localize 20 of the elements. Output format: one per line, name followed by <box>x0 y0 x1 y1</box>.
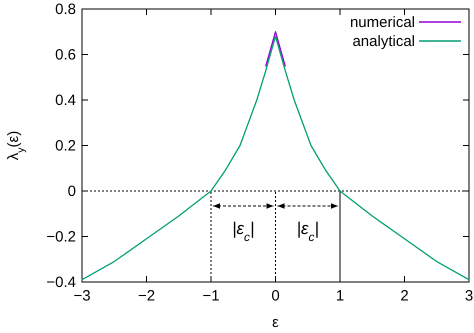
x-tick-label: −3 <box>73 288 91 305</box>
y-tick-label: 0.8 <box>55 0 76 18</box>
x-tick-label: 1 <box>336 288 344 305</box>
y-tick-label: 0.6 <box>55 46 76 64</box>
annotation: |ε$_{c}$| <box>232 219 254 244</box>
annotation: |ε$_{c}$| <box>296 219 319 244</box>
x-tick-label: −2 <box>138 288 156 305</box>
y-tick-label: 0.2 <box>55 137 76 154</box>
y-tick-label: 0 <box>68 182 76 200</box>
x-tick-label: 0 <box>271 288 280 305</box>
legend-label: numerical <box>350 14 415 31</box>
y-tick-label: −0.2 <box>46 228 76 246</box>
y-tick-label: 0.4 <box>55 92 76 109</box>
x-tick-label: 3 <box>464 288 474 305</box>
line-series <box>81 36 470 280</box>
x-axis-title: ε <box>272 314 280 331</box>
legend-label: analytical <box>352 33 415 50</box>
y-tick-label: −0.4 <box>46 274 76 291</box>
x-tick-label: 2 <box>400 288 409 305</box>
x-tick-label: −1 <box>202 288 220 305</box>
